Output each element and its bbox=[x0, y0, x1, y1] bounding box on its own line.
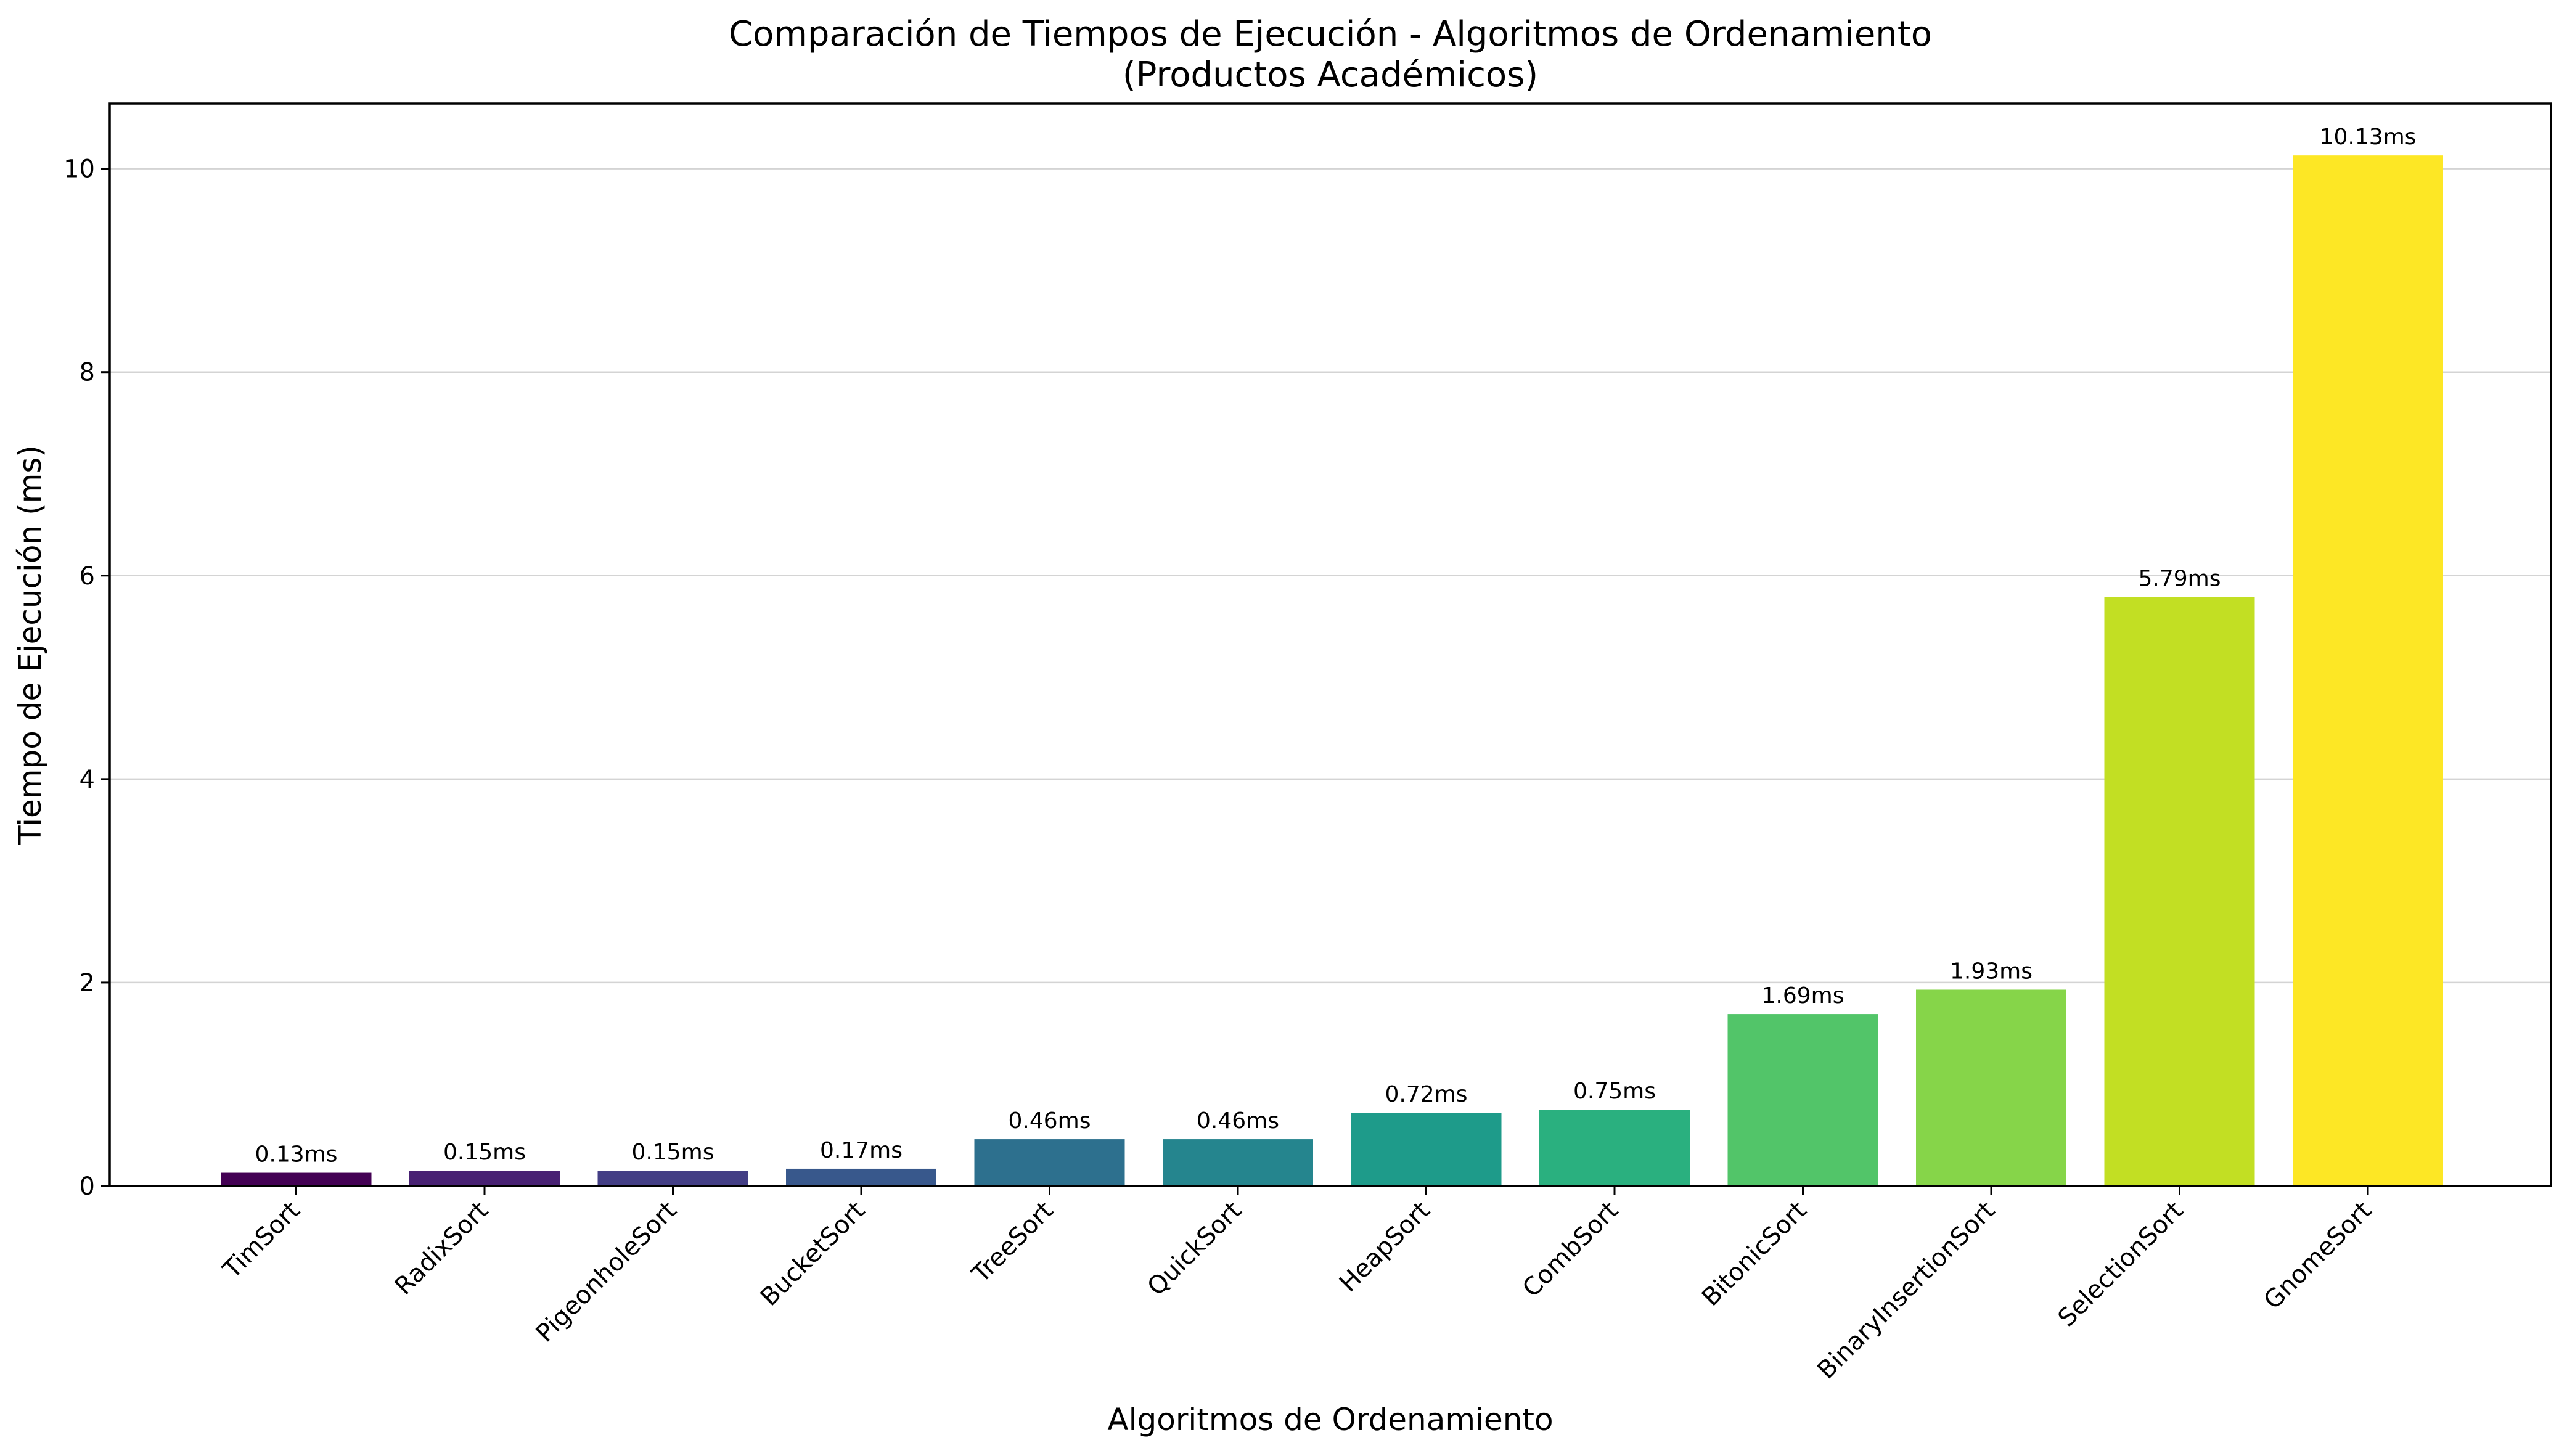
plot-frame bbox=[108, 102, 2552, 1187]
x-tick-label: GnomeSort bbox=[2258, 1196, 2377, 1315]
x-axis-ticks: TimSort RadixSort PigeonholeSort BucketSort… bbox=[218, 1186, 2377, 1385]
x-tick-label: TimSort bbox=[218, 1196, 306, 1285]
bar-value-label: 0.13ms bbox=[255, 1142, 338, 1168]
x-tick-label: SelectionSort bbox=[2053, 1196, 2189, 1333]
bar-RadixSort bbox=[409, 1171, 560, 1186]
bar-BucketSort bbox=[786, 1168, 936, 1186]
bar-CombSort bbox=[1539, 1110, 1690, 1186]
x-axis-label: Algoritmos de Ordenamiento bbox=[1107, 1402, 1553, 1438]
bar-TimSort bbox=[221, 1172, 372, 1186]
x-tick-label: CombSort bbox=[1517, 1196, 1624, 1303]
bar-SelectionSort bbox=[2104, 597, 2255, 1186]
bar-HeapSort bbox=[1351, 1113, 1502, 1186]
y-axis-ticks: 0 2 4 6 8 10 bbox=[63, 155, 110, 1201]
x-tick-label: QuickSort bbox=[1142, 1196, 1247, 1301]
bar-PigeonholeSort bbox=[597, 1171, 748, 1186]
bar-value-label: 0.15ms bbox=[632, 1140, 714, 1165]
bar-value-label: 10.13ms bbox=[2320, 125, 2417, 150]
x-tick-label: TreeSort bbox=[966, 1196, 1058, 1289]
bar-value-labels: 0.13ms 0.15ms 0.15ms 0.17ms 0.46ms 0.46ms 0.72… bbox=[255, 125, 2417, 1167]
bars bbox=[221, 155, 2443, 1186]
x-tick-label: PigeonholeSort bbox=[531, 1196, 682, 1348]
x-tick-label: BucketSort bbox=[755, 1196, 870, 1312]
x-tick-label: RadixSort bbox=[390, 1196, 494, 1301]
bar-value-label: 0.46ms bbox=[1197, 1108, 1279, 1134]
bar-BitonicSort bbox=[1727, 1014, 1878, 1186]
bar-value-label: 0.17ms bbox=[820, 1138, 903, 1163]
x-tick-label: BitonicSort bbox=[1697, 1196, 1812, 1312]
y-tick-label: 4 bbox=[80, 766, 95, 794]
y-tick-label: 0 bbox=[80, 1172, 95, 1201]
bar-QuickSort bbox=[1163, 1139, 1313, 1186]
bar-value-label: 1.69ms bbox=[1762, 983, 1844, 1008]
y-tick-label: 6 bbox=[80, 562, 95, 591]
bar-value-label: 1.93ms bbox=[1950, 959, 2033, 984]
bar-TreeSort bbox=[974, 1139, 1125, 1186]
y-tick-label: 8 bbox=[80, 359, 95, 387]
bar-BinaryInsertionSort bbox=[1916, 989, 2066, 1186]
bar-value-label: 0.72ms bbox=[1385, 1082, 1468, 1107]
y-tick-label: 10 bbox=[63, 155, 95, 184]
y-axis-label: Tiempo de Ejecución (ms) bbox=[12, 445, 48, 845]
chart-subtitle: (Productos Académicos) bbox=[1123, 55, 1538, 95]
y-tick-label: 2 bbox=[80, 969, 95, 997]
x-tick-label: BinaryInsertionSort bbox=[1812, 1196, 2000, 1385]
chart-title: Comparación de Tiempos de Ejecución - Al… bbox=[729, 14, 1932, 54]
bar-value-label: 0.46ms bbox=[1009, 1108, 1091, 1134]
bar-value-label: 0.75ms bbox=[1573, 1079, 1656, 1104]
x-tick-label: HeapSort bbox=[1334, 1196, 1435, 1298]
bar-GnomeSort bbox=[2293, 155, 2443, 1186]
bar-value-label: 0.15ms bbox=[443, 1140, 526, 1165]
bar-value-label: 5.79ms bbox=[2139, 566, 2221, 591]
